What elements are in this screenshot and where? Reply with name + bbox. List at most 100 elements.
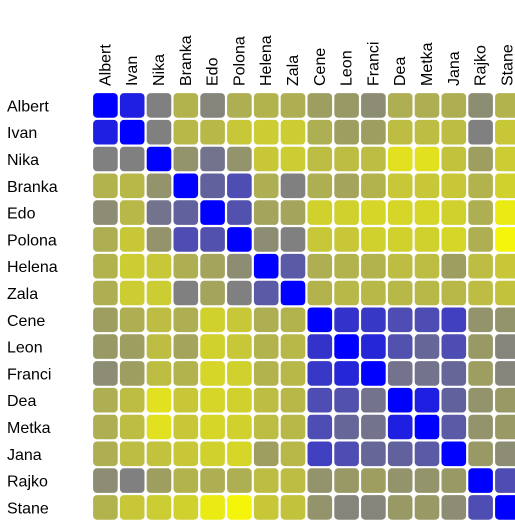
heatmap-cell-dea-franci	[361, 387, 386, 413]
heatmap-cell-branka-leon	[334, 173, 359, 199]
col-label-jana: Jana	[446, 51, 463, 86]
heatmap-cell-jana-albert	[93, 441, 118, 467]
heatmap-cell-stane-metka	[414, 495, 440, 520]
heatmap-cell-metka-jana	[441, 414, 467, 440]
heatmap-cell-polona-branka	[173, 227, 199, 252]
col-label-edo: Edo	[205, 57, 222, 86]
heatmap-cell-dea-nika	[146, 387, 172, 413]
heatmap-cell-helena-leon	[334, 253, 359, 279]
heatmap-cell-leon-jana	[441, 334, 467, 359]
heatmap-cell-jana-branka	[173, 441, 199, 467]
heatmap-cell-zala-jana	[441, 280, 467, 306]
heatmap-cell-albert-metka	[414, 93, 440, 118]
heatmap-cell-franci-ivan	[119, 361, 145, 386]
heatmap-cell-albert-zala	[280, 93, 306, 118]
heatmap-cell-branka-polona	[227, 173, 252, 199]
heatmap-cell-stane-jana	[441, 495, 467, 520]
heatmap-cell-branka-stane	[495, 173, 515, 199]
col-label-stane: Stane	[499, 44, 515, 86]
heatmap-cell-leon-stane	[495, 334, 515, 359]
heatmap-cell-branka-albert	[93, 173, 118, 199]
row-label-stane: Stane	[7, 500, 49, 517]
heatmap-cell-polona-franci	[361, 227, 386, 252]
heatmap-cell-cene-metka	[414, 307, 440, 333]
heatmap-cell-metka-nika	[146, 414, 172, 440]
heatmap-cell-stane-dea	[387, 495, 413, 520]
heatmap-cell-dea-zala	[280, 387, 306, 413]
heatmap-cell-nika-dea	[387, 146, 413, 172]
heatmap-cell-stane-branka	[173, 495, 199, 520]
col-label-albert: Albert	[97, 44, 114, 86]
heatmap-cell-branka-jana	[441, 173, 467, 199]
row-label-albert: Albert	[7, 98, 49, 115]
heatmap-cell-nika-jana	[441, 146, 467, 172]
heatmap-cell-branka-ivan	[119, 173, 145, 199]
heatmap-cell-cene-cene	[307, 307, 333, 333]
row-label-franci: Franci	[7, 366, 51, 383]
heatmap-cell-dea-albert	[93, 387, 118, 413]
heatmap-cell-zala-branka	[173, 280, 199, 306]
heatmap-cell-leon-dea	[387, 334, 413, 359]
heatmap-cell-albert-jana	[441, 93, 467, 118]
heatmap-cell-rajko-nika	[146, 468, 172, 493]
col-label-branka: Branka	[178, 35, 195, 86]
heatmap-cell-dea-rajko	[468, 387, 493, 413]
heatmap-cell-ivan-stane	[495, 119, 515, 145]
heatmap-cell-cene-albert	[93, 307, 118, 333]
heatmap-cell-metka-branka	[173, 414, 199, 440]
heatmap-cell-jana-helena	[253, 441, 279, 467]
col-label-nika: Nika	[151, 54, 168, 86]
heatmap-cell-stane-franci	[361, 495, 386, 520]
heatmap-cell-dea-stane	[495, 387, 515, 413]
heatmap-cell-helena-nika	[146, 253, 172, 279]
heatmap-cell-dea-polona	[227, 387, 252, 413]
heatmap-cell-albert-helena	[253, 93, 279, 118]
heatmap-cell-leon-albert	[93, 334, 118, 359]
heatmap-cell-polona-helena	[253, 227, 279, 252]
heatmap-cell-nika-cene	[307, 146, 333, 172]
heatmap-cell-polona-leon	[334, 227, 359, 252]
heatmap-cell-leon-helena	[253, 334, 279, 359]
heatmap-cell-zala-zala	[280, 280, 306, 306]
heatmap-cell-leon-ivan	[119, 334, 145, 359]
heatmap-cell-polona-metka	[414, 227, 440, 252]
heatmap-cell-franci-franci	[361, 361, 386, 386]
heatmap-cell-edo-edo	[200, 200, 225, 225]
heatmap-cell-helena-helena	[253, 253, 279, 279]
heatmap-cell-jana-jana	[441, 441, 467, 467]
heatmap-cell-polona-zala	[280, 227, 306, 252]
row-label-cene: Cene	[7, 313, 45, 330]
heatmap-cell-edo-cene	[307, 200, 333, 225]
heatmap-cell-metka-dea	[387, 414, 413, 440]
heatmap-cell-helena-polona	[227, 253, 252, 279]
heatmap-cell-edo-ivan	[119, 200, 145, 225]
heatmap-cell-rajko-helena	[253, 468, 279, 493]
heatmap-cell-nika-helena	[253, 146, 279, 172]
heatmap-cell-ivan-dea	[387, 119, 413, 145]
heatmap-cell-jana-rajko	[468, 441, 493, 467]
heatmap-cell-franci-albert	[93, 361, 118, 386]
heatmap-cell-ivan-rajko	[468, 119, 493, 145]
heatmap-cell-stane-rajko	[468, 495, 493, 520]
heatmap-cell-cene-edo	[200, 307, 225, 333]
heatmap-cell-albert-ivan	[119, 93, 145, 118]
col-label-zala: Zala	[285, 55, 302, 86]
heatmap-cell-ivan-polona	[227, 119, 252, 145]
heatmap-cell-dea-dea	[387, 387, 413, 413]
heatmap-cell-albert-albert	[93, 93, 118, 118]
row-label-zala: Zala	[7, 286, 38, 303]
heatmap-cell-albert-franci	[361, 93, 386, 118]
heatmap-cell-albert-rajko	[468, 93, 493, 118]
heatmap-cell-franci-helena	[253, 361, 279, 386]
heatmap-cell-nika-leon	[334, 146, 359, 172]
heatmap-cell-helena-dea	[387, 253, 413, 279]
heatmap-cell-branka-rajko	[468, 173, 493, 199]
heatmap-cell-zala-leon	[334, 280, 359, 306]
heatmap-cell-nika-stane	[495, 146, 515, 172]
heatmap-cell-metka-ivan	[119, 414, 145, 440]
col-label-metka: Metka	[419, 42, 436, 86]
heatmap-cell-zala-polona	[227, 280, 252, 306]
heatmap-cell-cene-dea	[387, 307, 413, 333]
heatmap-cell-cene-helena	[253, 307, 279, 333]
